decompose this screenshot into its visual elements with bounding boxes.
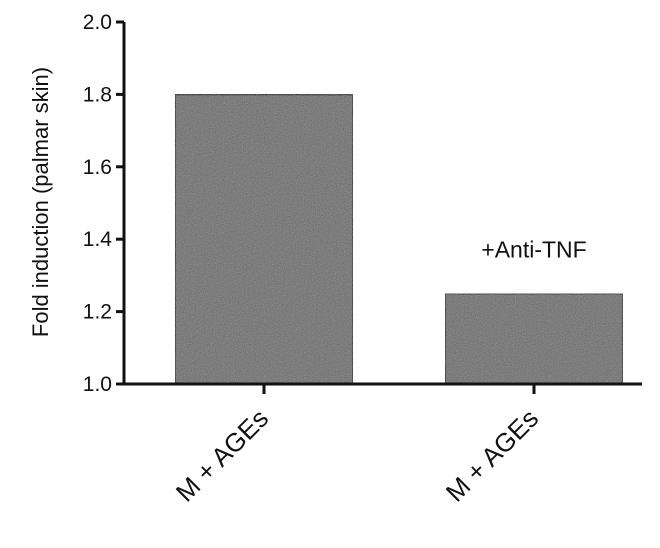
y-axis-title: Fold induction (palmar skin) — [28, 67, 53, 337]
y-tick-label-0: 1.0 — [83, 373, 112, 396]
y-tick-label-3: 1.6 — [83, 156, 112, 179]
y-tick-label-2: 1.4 — [83, 228, 113, 251]
bar-2 — [444, 292, 624, 385]
x-category-label-0: M + AGEs — [170, 403, 274, 507]
y-tick-label-1: 1.2 — [83, 301, 112, 324]
axes-layer — [116, 20, 642, 394]
y-tick-label-5: 2.0 — [83, 11, 112, 34]
annotation-0: +Anti-TNF — [481, 237, 586, 263]
x-category-label-1: M + AGEs — [440, 403, 544, 507]
bar-1 — [174, 93, 354, 386]
bars-layer — [174, 93, 624, 386]
y-tick-label-4: 1.8 — [83, 83, 112, 106]
